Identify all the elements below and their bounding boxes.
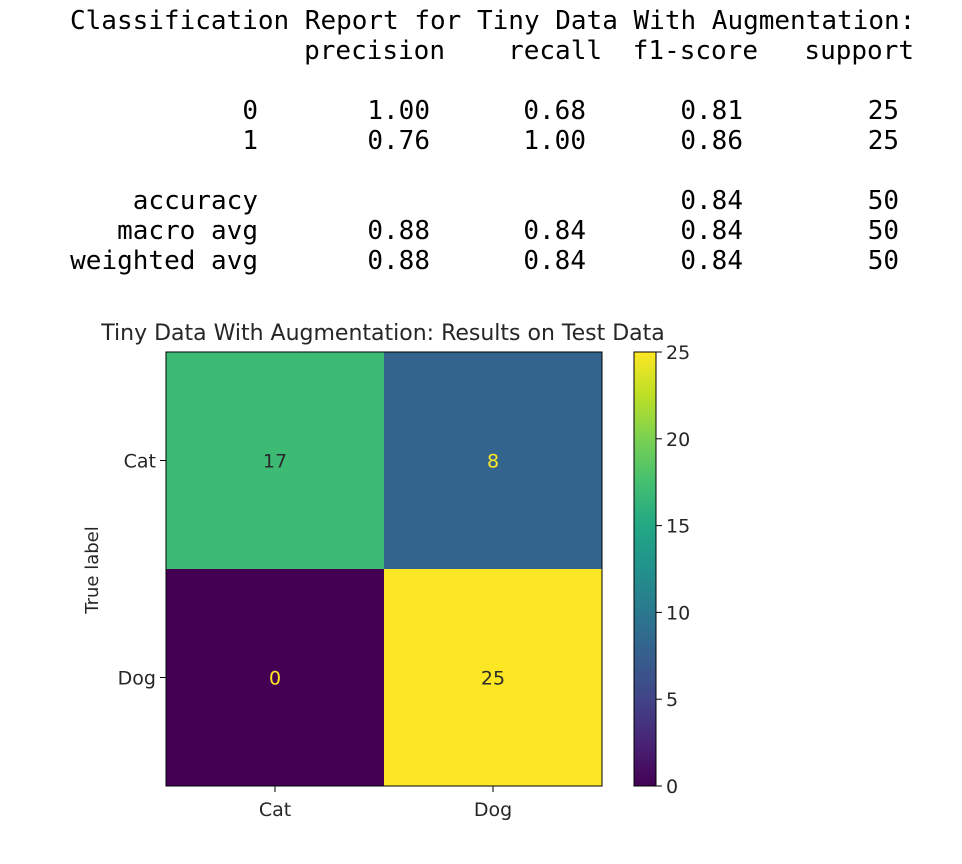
colorbar — [633, 351, 657, 787]
row-recall: 0.84 — [523, 216, 586, 246]
heatmap-cell — [384, 352, 602, 569]
row-support: 50 — [867, 246, 899, 276]
row-precision: 0.88 — [367, 246, 430, 276]
confusion-matrix-chart: Tiny Data With Augmentation: Results on … — [82, 321, 690, 821]
cell-value-label: 25 — [481, 668, 505, 690]
row-precision: 1.00 — [367, 96, 430, 126]
report-row: macro avg 0.88 0.84 0.84 50 — [0, 216, 962, 246]
col-header-precision: precision — [304, 36, 445, 66]
row-recall: 1.00 — [523, 126, 586, 156]
row-support: 25 — [867, 126, 899, 156]
heatmap-cell — [166, 352, 384, 569]
report-row: 0 1.00 0.68 0.81 25 — [0, 96, 962, 126]
heatmap-cells — [166, 352, 602, 786]
col-header-f1: f1-score — [632, 36, 758, 66]
row-label: 0 — [242, 96, 258, 126]
report-heading-line: Classification Report for Tiny Data With… — [0, 6, 962, 36]
row-f1: 0.84 — [680, 216, 743, 246]
chart-title: Tiny Data With Augmentation: Results on … — [100, 321, 665, 346]
row-f1: 0.81 — [680, 96, 743, 126]
colorbar-tick-label: 25 — [666, 342, 690, 364]
colorbar-ticks: 0 5 10 15 20 25 — [656, 342, 690, 798]
row-f1: 0.86 — [680, 126, 743, 156]
heatmap-cell — [166, 569, 384, 786]
report-row: 1 0.76 1.00 0.86 25 — [0, 126, 962, 156]
row-label: 1 — [242, 126, 258, 156]
classification-report: Classification Report for Tiny Data With… — [0, 0, 962, 290]
cell-value-label: 17 — [263, 451, 287, 473]
y-tick-label: Dog — [118, 668, 156, 690]
y-axis-ticks: Cat Dog — [118, 451, 166, 690]
report-row: accuracy 0.84 50 — [0, 186, 962, 216]
report-heading: Classification Report for Tiny Data With… — [70, 6, 916, 36]
x-axis-ticks: Cat Dog — [259, 786, 512, 821]
row-label: macro avg — [117, 216, 258, 246]
y-axis-label: True label — [82, 526, 103, 615]
cell-value-label: 0 — [269, 668, 281, 690]
row-label: weighted avg — [70, 246, 258, 276]
cell-value-label: 8 — [487, 451, 499, 473]
row-recall: 0.84 — [523, 246, 586, 276]
row-support: 50 — [867, 186, 899, 216]
y-tick-label: Cat — [124, 451, 156, 473]
colorbar-tick-label: 5 — [666, 689, 678, 711]
row-label: accuracy — [132, 186, 258, 216]
heatmap-cell-labels: 17 8 0 25 — [263, 451, 505, 690]
colorbar-tick-label: 0 — [666, 776, 678, 798]
report-row: weighted avg 0.88 0.84 0.84 50 — [0, 246, 962, 276]
plot-frame — [165, 351, 603, 787]
heatmap-cell — [384, 569, 602, 786]
colorbar-tick-label: 20 — [666, 429, 690, 451]
row-support: 50 — [867, 216, 899, 246]
x-tick-label: Cat — [259, 799, 291, 821]
row-support: 25 — [867, 96, 899, 126]
col-header-support: support — [804, 36, 914, 66]
row-recall: 0.68 — [523, 96, 586, 126]
colorbar-tick-label: 15 — [666, 516, 690, 538]
row-precision: 0.76 — [367, 126, 430, 156]
row-precision: 0.88 — [367, 216, 430, 246]
colorbar-tick-label: 10 — [666, 602, 690, 624]
col-header-recall: recall — [508, 36, 602, 66]
row-f1: 0.84 — [680, 186, 743, 216]
row-f1: 0.84 — [680, 246, 743, 276]
report-header-row: precision recall f1-score support — [0, 36, 962, 66]
x-tick-label: Dog — [474, 799, 512, 821]
